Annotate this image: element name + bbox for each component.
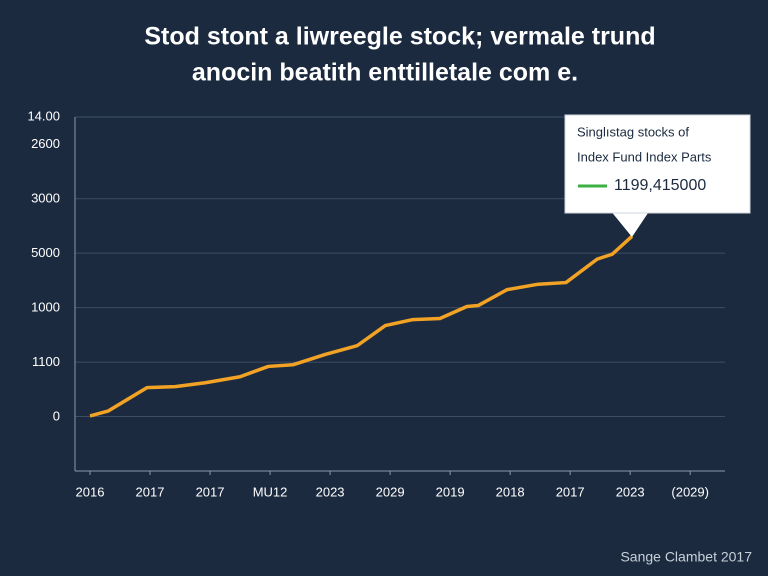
- chart-subtitle: anocin beatith enttilletale com e.: [192, 59, 578, 87]
- x-tick-label: 2017: [196, 484, 225, 499]
- x-tick-label: 2019: [436, 484, 465, 499]
- x-tick-label: 2018: [496, 484, 525, 499]
- callout-text: Index Fund Index Parts: [577, 149, 712, 164]
- y-tick-label: 0: [53, 408, 60, 423]
- y-tick-label: 3000: [31, 191, 60, 206]
- x-tick-label: (2029): [671, 484, 709, 499]
- x-tick-label: 2023: [616, 484, 645, 499]
- x-tick-label: 2017: [556, 484, 585, 499]
- y-tick-label: 1100: [32, 354, 60, 369]
- x-tick-label: 2029: [376, 484, 405, 499]
- chart-title: Stod stont a liwreegle stock; vermale tr…: [144, 23, 655, 51]
- footer: Sange Clambet 2017: [620, 549, 752, 565]
- y-tick-label: 5000: [31, 245, 60, 260]
- y-tick-label: 1000: [31, 300, 60, 315]
- callout-value: 1199,415000: [614, 177, 706, 194]
- x-tick-label: 2017: [136, 484, 165, 499]
- x-tick-label: 2023: [316, 484, 345, 499]
- y-tick-label: 14.00: [27, 108, 60, 123]
- data-line: [89, 234, 634, 418]
- x-tick-label: 2016: [76, 484, 105, 499]
- callout-text: Singlıstag stocks of: [577, 124, 689, 139]
- callout-pointer: [610, 210, 650, 237]
- x-tick-label: MU12: [253, 484, 288, 499]
- callout-box: [564, 114, 751, 214]
- y-tick-label: 2600: [31, 136, 60, 151]
